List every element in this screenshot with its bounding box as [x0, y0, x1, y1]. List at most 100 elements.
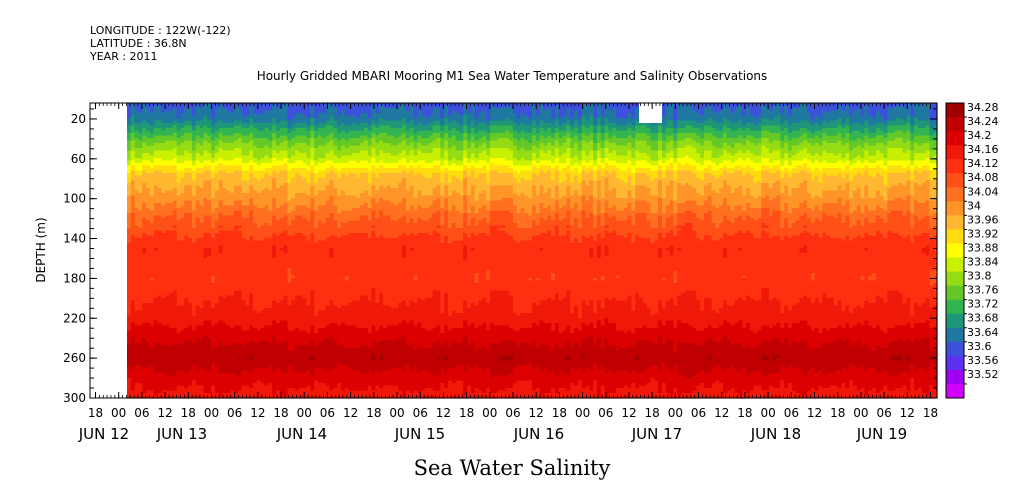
colorbar-label: 33.52: [967, 368, 999, 381]
x-axis: 18 00 06 12 18 00 06 12 18 00 06 12 18 00 06 12 18 00 06 12…: [78, 103, 938, 443]
colorbar-label: 33.76: [967, 284, 999, 297]
x-hour-label: 00: [111, 406, 126, 420]
x-hour-label: 00: [853, 406, 868, 420]
y-tick-label: 100: [63, 192, 86, 206]
y-tick-label: 20: [71, 112, 86, 126]
colorbar-label: 34.2: [967, 129, 992, 142]
x-hour-label: 18: [459, 406, 474, 420]
colorbar-swatch: [946, 299, 964, 315]
x-hour-label: 18: [273, 406, 288, 420]
colorbar: 34.2834.2434.234.1634.1234.0834.043433.9…: [945, 101, 999, 399]
x-hour-label: 12: [621, 406, 636, 420]
x-date-label: JUN 17: [631, 425, 682, 443]
x-hour-label: 12: [250, 406, 265, 420]
colorbar-label: 34: [967, 199, 981, 212]
colorbar-label: 34.08: [967, 171, 999, 184]
x-hour-label: 06: [413, 406, 428, 420]
colorbar-swatch: [946, 341, 964, 357]
x-hour-label: 06: [134, 406, 149, 420]
colorbar-label: 34.12: [967, 157, 999, 170]
x-hour-label: 06: [320, 406, 335, 420]
colorbar-label: 33.84: [967, 256, 999, 269]
x-date-label: JUN 19: [856, 425, 907, 443]
colorbar-swatch: [946, 145, 964, 160]
colorbar-label: 33.96: [967, 213, 999, 226]
colorbar-label: 33.68: [967, 312, 999, 325]
x-hour-label: 00: [482, 406, 497, 420]
x-hour-label: 18: [645, 406, 660, 420]
x-date-label: JUN 14: [276, 425, 327, 443]
x-hour-label: 18: [552, 406, 567, 420]
x-hour-label: 00: [297, 406, 312, 420]
x-hour-label: 00: [204, 406, 219, 420]
chart-caption: Sea Water Salinity: [414, 456, 611, 480]
chart-title: Hourly Gridded MBARI Mooring M1 Sea Wate…: [257, 69, 768, 83]
colorbar-label: 33.88: [967, 242, 999, 255]
colorbar-swatch: [946, 159, 964, 174]
x-date-label: JUN 18: [750, 425, 801, 443]
colorbar-swatch: [946, 313, 964, 329]
colorbar-swatch: [946, 383, 964, 399]
y-axis: 20 60 100 140 180 220 260 300: [63, 108, 937, 405]
x-hour-label: 18: [366, 406, 381, 420]
colorbar-label: 34.24: [967, 115, 999, 128]
colorbar-swatch: [946, 103, 964, 118]
colorbar-swatch: [946, 285, 964, 301]
y-tick-label: 300: [63, 391, 86, 405]
colorbar-swatch: [946, 215, 964, 230]
colorbar-label: 34.04: [967, 185, 999, 198]
x-date-label: JUN 13: [156, 425, 207, 443]
colorbar-label: 33.92: [967, 227, 999, 240]
colorbar-swatch: [946, 243, 964, 258]
colorbar-label: 34.16: [967, 143, 999, 156]
colorbar-label: 33.64: [967, 326, 999, 339]
x-date-label: JUN 16: [513, 425, 564, 443]
colorbar-swatch: [946, 355, 964, 371]
y-axis-label: DEPTH (m): [34, 217, 48, 282]
colorbar-swatch: [946, 229, 964, 244]
y-tick-label: 140: [63, 232, 86, 246]
x-hour-label: 06: [227, 406, 242, 420]
x-hour-label: 06: [598, 406, 613, 420]
colorbar-label: 33.72: [967, 298, 999, 311]
x-hour-label: 18: [830, 406, 845, 420]
x-hour-label: 12: [436, 406, 451, 420]
x-hour-label: 18: [737, 406, 752, 420]
colorbar-swatch: [946, 327, 964, 343]
x-hour-label: 18: [88, 406, 103, 420]
x-hour-label: 00: [760, 406, 775, 420]
colorbar-swatch: [946, 187, 964, 202]
x-hour-label: 00: [575, 406, 590, 420]
x-hour-label: 12: [343, 406, 358, 420]
colorbar-swatch: [946, 131, 964, 146]
x-hour-label: 06: [505, 406, 520, 420]
colorbar-swatch: [946, 201, 964, 216]
x-date-label: JUN 15: [394, 425, 445, 443]
x-hour-label: 06: [784, 406, 799, 420]
colorbar-swatch: [946, 173, 964, 188]
x-hour-label: 12: [714, 406, 729, 420]
colorbar-label: 33.8: [967, 270, 992, 283]
x-hour-label: 06: [691, 406, 706, 420]
x-hour-label: 06: [876, 406, 891, 420]
colorbar-label: 33.6: [967, 340, 992, 353]
colorbar-label: 33.56: [967, 354, 999, 367]
colorbar-swatch: [946, 257, 964, 272]
y-tick-label: 180: [63, 271, 86, 285]
x-hour-label: 12: [900, 406, 915, 420]
x-hour-label: 00: [389, 406, 404, 420]
x-hour-label: 18: [923, 406, 938, 420]
x-hour-label: 18: [181, 406, 196, 420]
latitude-label: LATITUDE : 36.8N: [90, 37, 187, 50]
x-hour-label: 12: [807, 406, 822, 420]
plot-area: [89, 102, 938, 399]
year-label: YEAR : 2011: [90, 50, 158, 63]
colorbar-label: 34.28: [967, 101, 999, 114]
colorbar-swatch: [946, 271, 964, 287]
colorbar-swatch: [946, 369, 964, 385]
y-tick-label: 60: [71, 152, 86, 166]
x-date-label: JUN 12: [78, 425, 129, 443]
x-hour-label: 12: [157, 406, 172, 420]
longitude-label: LONGITUDE : 122W(-122): [90, 24, 231, 37]
